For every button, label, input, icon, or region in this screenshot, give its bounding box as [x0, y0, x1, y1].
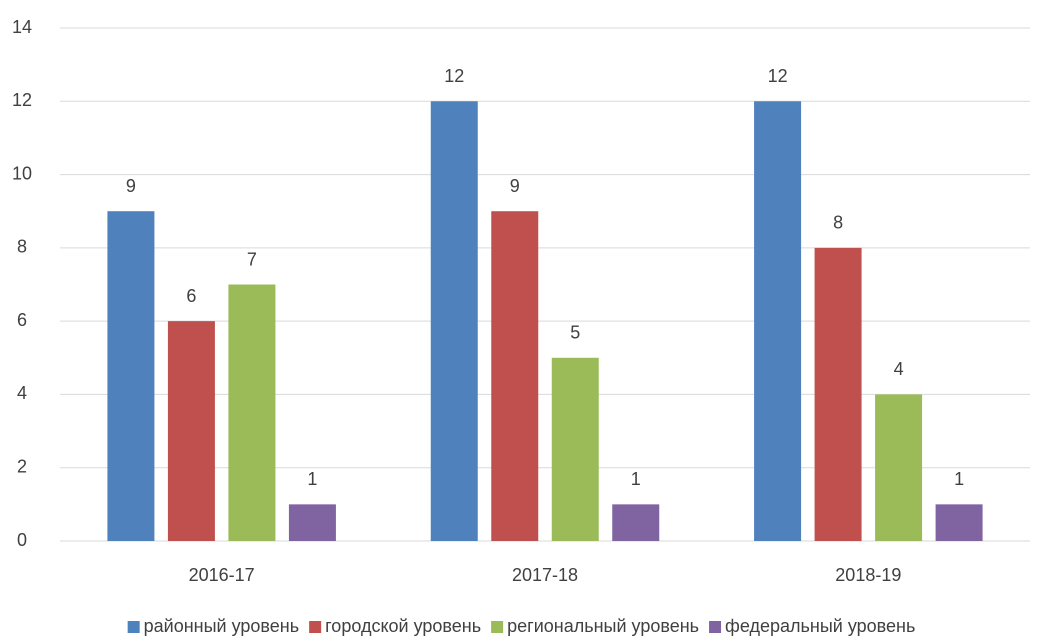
- x-tick-label: 2018-19: [835, 565, 901, 585]
- data-label: 6: [186, 286, 196, 306]
- legend-swatch: [709, 621, 722, 633]
- bar: [754, 101, 802, 542]
- bar: [814, 247, 862, 541]
- legend-swatch: [491, 621, 504, 633]
- x-tick-label: 2017-18: [512, 565, 578, 585]
- data-label: 7: [247, 249, 257, 269]
- legend-swatch: [127, 621, 140, 633]
- bar: [167, 321, 215, 541]
- legend-label: федеральный уровень: [725, 616, 915, 636]
- y-tick-label: 12: [12, 90, 32, 110]
- data-label: 1: [307, 469, 317, 489]
- data-label: 5: [570, 323, 580, 343]
- y-tick-label: 2: [17, 456, 27, 476]
- y-tick-label: 0: [17, 530, 27, 550]
- data-label: 9: [126, 176, 136, 196]
- bar: [491, 211, 539, 541]
- data-label: 12: [444, 66, 464, 86]
- bar: [430, 101, 478, 542]
- legend-label: районный уровень: [144, 616, 299, 636]
- y-tick-label: 8: [17, 237, 27, 257]
- x-tick-label: 2016-17: [189, 565, 255, 585]
- data-label: 1: [954, 469, 964, 489]
- bar: [612, 504, 660, 541]
- legend-swatch: [309, 621, 322, 633]
- y-tick-label: 14: [12, 17, 32, 37]
- data-label: 9: [510, 176, 520, 196]
- bar: [228, 284, 276, 541]
- legend-label: региональный уровень: [507, 616, 699, 636]
- bar: [935, 504, 983, 541]
- legend-label: городской уровень: [325, 616, 481, 636]
- bar: [875, 394, 923, 541]
- bar: [551, 357, 599, 541]
- y-tick-label: 10: [12, 163, 32, 183]
- data-label: 4: [894, 359, 904, 379]
- y-tick-label: 6: [17, 310, 27, 330]
- bar: [288, 504, 336, 541]
- data-label: 12: [768, 66, 788, 86]
- bar: [107, 211, 155, 541]
- y-tick-label: 4: [17, 383, 27, 403]
- data-label: 1: [631, 469, 641, 489]
- data-label: 8: [833, 213, 843, 233]
